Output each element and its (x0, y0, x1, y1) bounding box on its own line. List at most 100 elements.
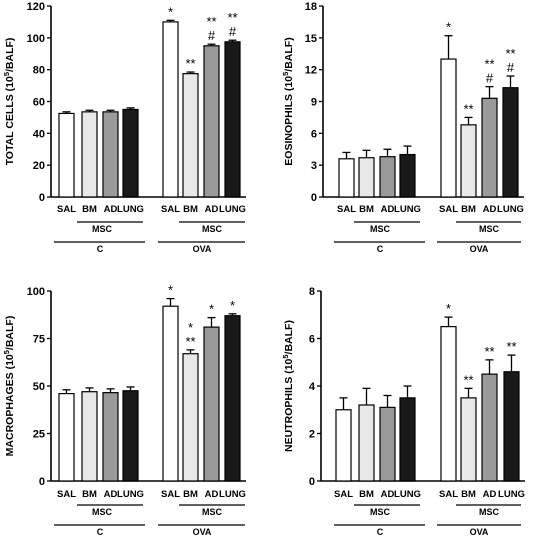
y-tick-label: 100 (27, 286, 45, 298)
y-tick-label: 50 (33, 381, 45, 393)
significance-marker: ** (506, 339, 516, 354)
bar (481, 97, 498, 198)
significance-marker: * (168, 4, 173, 19)
significance-marker: ** (185, 334, 195, 349)
category-label: AD (104, 489, 118, 500)
group-sub-label: MSC (92, 224, 113, 234)
y-tick-label: 15 (305, 33, 317, 45)
bar (182, 73, 199, 198)
bar (503, 371, 520, 482)
category-label: AD (483, 204, 497, 215)
y-tick-label: 80 (33, 65, 45, 77)
significance-marker: * (168, 283, 173, 298)
category-label: BM (82, 489, 97, 500)
category-label: LUNG (117, 204, 144, 215)
y-axis-label: MACROPHAGES (105/BALF) (2, 316, 16, 457)
y-tick-label: 60 (33, 97, 45, 109)
y-tick-label: 20 (33, 160, 45, 172)
y-tick-label: 100 (27, 33, 45, 45)
category-label: SAL (161, 204, 180, 215)
category-label: BM (359, 204, 374, 215)
group-sub-label: MSC (202, 224, 223, 234)
bar (58, 393, 75, 482)
bar (481, 373, 498, 482)
y-tick-label: 75 (33, 334, 45, 346)
y-tick-label: 0 (311, 192, 317, 204)
significance-marker: * (446, 301, 451, 316)
y-tick-label: 12 (305, 65, 317, 77)
y-tick-label: 120 (27, 1, 45, 13)
category-label: SAL (334, 489, 353, 500)
group-sub-label: MSC (479, 224, 500, 234)
group-label: C (377, 244, 384, 254)
bar (203, 45, 220, 198)
bar (203, 326, 220, 482)
category-label: BM (461, 204, 476, 215)
bar (102, 111, 119, 198)
significance-marker: ** (505, 46, 515, 61)
group-label: C (97, 527, 104, 537)
group-label: OVA (193, 244, 212, 254)
category-label: SAL (439, 204, 458, 215)
y-axis-label: NEUTROPHILS (105/BALF) (281, 320, 295, 452)
category-label: LUNG (394, 489, 421, 500)
significance-marker: # (507, 60, 515, 75)
category-label: BM (183, 204, 198, 215)
y-tick-label: 4 (309, 381, 316, 393)
bar (399, 397, 416, 482)
category-label: SAL (337, 204, 356, 215)
group-sub-label: MSC (92, 507, 113, 517)
bar (162, 305, 179, 482)
significance-marker: * (446, 20, 451, 35)
group-sub-label: MSC (202, 507, 223, 517)
category-label: BM (461, 489, 476, 500)
significance-marker: # (229, 24, 237, 39)
group-sub-label: MSC (370, 507, 391, 517)
y-axis-label: EOSINOPHILS (105/BALF) (281, 37, 295, 165)
bar (379, 156, 396, 198)
group-label: C (97, 244, 104, 254)
y-tick-label: 8 (309, 286, 315, 298)
bar (358, 157, 375, 198)
category-label: AD (104, 204, 118, 215)
bar (502, 87, 519, 198)
bar (224, 315, 241, 482)
category-label: LUNG (498, 489, 525, 500)
group-sub-label: MSC (370, 224, 391, 234)
category-label: AD (483, 489, 497, 500)
category-label: LUNG (394, 204, 421, 215)
significance-marker: * (188, 320, 193, 335)
significance-marker: ** (484, 57, 494, 72)
significance-marker: ** (185, 56, 195, 71)
significance-marker: # (208, 28, 216, 43)
bar (379, 406, 396, 482)
category-label: AD (381, 204, 395, 215)
y-axis-label: TOTAL CELLS (105/BALF) (2, 38, 16, 166)
bar (81, 391, 98, 482)
significance-marker: * (230, 298, 235, 313)
significance-marker: ** (484, 344, 494, 359)
significance-marker: ** (463, 101, 473, 116)
category-label: LUNG (117, 489, 144, 500)
category-label: SAL (439, 489, 458, 500)
significance-marker: ** (227, 10, 237, 25)
group-label: OVA (470, 244, 489, 254)
group-label: C (377, 527, 384, 537)
category-label: SAL (57, 489, 76, 500)
y-tick-label: 25 (33, 429, 45, 441)
group-label: OVA (193, 527, 212, 537)
y-tick-label: 0 (39, 476, 45, 488)
category-label: LUNG (219, 204, 246, 215)
y-tick-label: 18 (305, 1, 317, 13)
category-label: SAL (161, 489, 180, 500)
bar (460, 397, 477, 482)
category-label: BM (183, 489, 198, 500)
category-label: LUNG (219, 489, 246, 500)
chart-panel-1: 0 20 40 60 80 100 120 TOTAL CELLS (105/BALF) SAL… (2, 1, 246, 254)
bar (440, 326, 457, 482)
bar (335, 409, 352, 482)
y-tick-label: 40 (33, 128, 45, 140)
